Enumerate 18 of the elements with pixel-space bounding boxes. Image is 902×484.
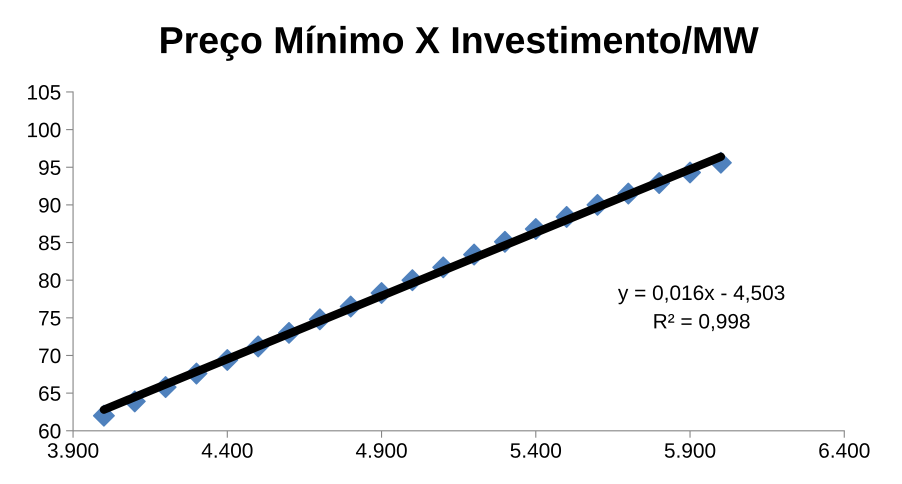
x-tick-label: 6.400 <box>819 443 870 458</box>
y-tick-label: 65 <box>39 386 60 401</box>
y-tick-label: 90 <box>39 198 60 213</box>
chart-title: Preço Mínimo X Investimento/MW <box>161 26 759 61</box>
y-tick-label: 85 <box>38 236 60 250</box>
x-tick-label: 4.900 <box>356 443 407 458</box>
y-tick-label: 105 <box>28 84 60 100</box>
x-tick-label: 5.400 <box>510 443 562 458</box>
x-tick-label: 4.400 <box>202 443 253 458</box>
y-tick-label: 95 <box>39 160 60 176</box>
annotation: y = 0,016x - 4,503 R² = 0,998 <box>618 285 784 332</box>
y-tick-label: 70 <box>39 348 60 364</box>
y-tick-label: 100 <box>28 122 60 138</box>
x-tick-label: 3.900 <box>48 443 98 458</box>
y-tick-label: 80 <box>38 273 60 288</box>
x-tick-label: 5.900 <box>664 443 716 458</box>
y-tick-label: 75 <box>39 311 60 326</box>
y-tick-label: 60 <box>39 424 60 439</box>
